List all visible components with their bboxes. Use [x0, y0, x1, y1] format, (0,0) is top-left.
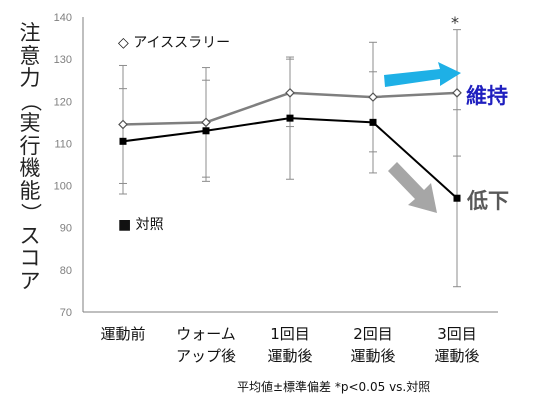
y-tick-label: 140: [54, 12, 72, 24]
data-point-ice-slurry: [368, 92, 378, 102]
y-axis-label-char: 意: [19, 43, 41, 68]
y-axis-label-char: 注: [19, 21, 41, 45]
y-axis-label-char: （: [18, 90, 43, 112]
data-point-ice-slurry: [201, 117, 211, 128]
axes: [82, 17, 498, 313]
y-axis-label-char: 能: [19, 178, 41, 203]
y-tick-label: 80: [60, 265, 72, 277]
x-tick-labels: 運動前 ウォームアップ後 1回目運動後 2回目運動後 3回目運動後: [100, 325, 479, 365]
y-axis-label: 注意力（実行機能）スコア: [18, 22, 42, 292]
y-tick-label: 110: [54, 138, 72, 150]
significance-marker: *: [451, 13, 459, 32]
y-axis-label-char: ア: [19, 268, 41, 293]
y-axis-label-char: 実: [19, 111, 41, 135]
data-point-control: [286, 114, 294, 122]
y-tick-label: 100: [54, 181, 72, 193]
y-axis-label-char: 力: [19, 66, 41, 90]
data-point-ice-slurry: [285, 88, 295, 98]
y-axis-label-char: ス: [19, 223, 41, 248]
maintain-label: 維持: [466, 84, 508, 108]
legend-control: ■ 対照: [118, 217, 164, 233]
data-point-control: [119, 137, 127, 145]
legend-ice-slurry: ◇ アイススラリー: [118, 35, 230, 51]
x-tick-label: 2回目運動後: [350, 325, 395, 365]
y-tick-label: 120: [54, 96, 72, 108]
x-tick-label: 3回目運動後: [434, 325, 479, 365]
x-tick-label: 運動前: [100, 325, 145, 343]
y-axis-label-char: 機: [19, 156, 41, 180]
series-markers: [118, 88, 462, 202]
x-tick-label: 1回目運動後: [267, 325, 312, 365]
error-bars: [119, 29, 461, 288]
maintain-arrow: [384, 62, 461, 87]
footnote: 平均値±標準偏差 *p<0.05 vs.対照: [237, 379, 430, 394]
y-tick-label: 130: [54, 54, 72, 66]
y-tick-label: 70: [60, 307, 72, 319]
data-point-control: [369, 118, 377, 126]
data-point-control: [453, 194, 461, 202]
y-axis-label-char: 行: [19, 133, 41, 158]
data-point-control: [202, 127, 210, 135]
data-point-ice-slurry: [118, 119, 128, 130]
decline-label: 低下: [466, 189, 509, 213]
y-tick-labels: 70 80 90 100 110 120 130 140: [54, 12, 72, 319]
data-point-ice-slurry: [452, 88, 462, 98]
y-tick-label: 90: [60, 223, 72, 235]
y-axis-label-char: コ: [19, 246, 41, 270]
x-tick-label: ウォームアップ後: [176, 325, 236, 365]
y-axis-label-char: ）: [18, 202, 43, 224]
decline-arrow: [388, 162, 437, 213]
